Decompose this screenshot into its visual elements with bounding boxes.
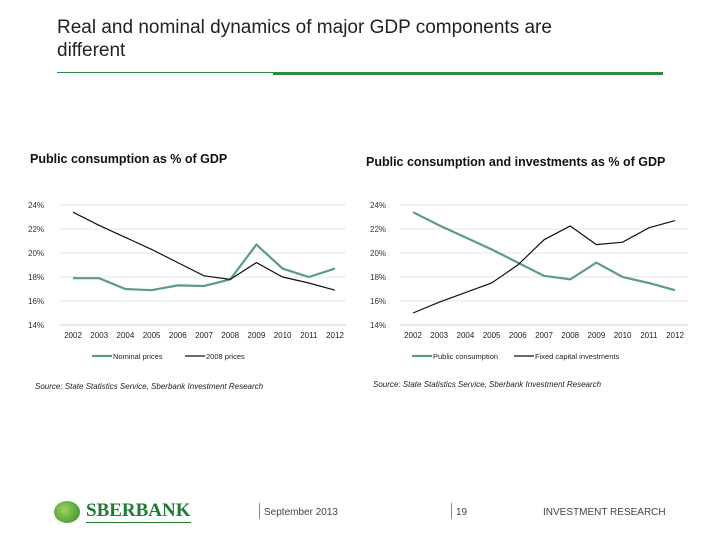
x-tick-label: 2003 — [430, 331, 448, 340]
series-line-nominal-prices — [73, 242, 336, 292]
y-tick-label: 16% — [28, 297, 44, 306]
title-divider-thin — [57, 72, 273, 73]
title-divider-thick — [273, 72, 663, 75]
x-tick-label: 2012 — [666, 331, 684, 340]
x-tick-label: 2005 — [483, 331, 501, 340]
footer-separator — [451, 503, 452, 519]
series-line-2008-prices — [72, 211, 336, 291]
y-tick-label: 16% — [370, 297, 386, 306]
chart-title-right: Public consumption and investments as % … — [366, 155, 666, 169]
y-tick-label: 14% — [28, 321, 44, 330]
x-tick-label: 2011 — [300, 331, 318, 340]
x-tick-label: 2010 — [274, 331, 292, 340]
sberbank-logo-text: SBERBANK — [86, 500, 191, 523]
x-tick-label: 2007 — [535, 331, 553, 340]
x-tick-label: 2006 — [169, 331, 187, 340]
y-tick-label: 14% — [370, 321, 386, 330]
x-tick-label: 2005 — [143, 331, 161, 340]
x-tick-label: 2002 — [64, 331, 82, 340]
x-tick-label: 2008 — [561, 331, 579, 340]
y-tick-label: 20% — [370, 249, 386, 258]
x-tick-label: 2002 — [404, 331, 422, 340]
x-tick-label: 2008 — [221, 331, 239, 340]
x-tick-label: 2012 — [326, 331, 344, 340]
x-tick-label: 2009 — [248, 331, 266, 340]
x-tick-label: 2004 — [117, 331, 135, 340]
x-tick-label: 2003 — [90, 331, 108, 340]
x-tick-label: 2011 — [640, 331, 658, 340]
y-tick-label: 24% — [370, 201, 386, 210]
footer-label: INVESTMENT RESEARCH — [543, 507, 666, 518]
page-number: 19 — [456, 507, 468, 518]
page-title: Real and nominal dynamics of major GDP c… — [57, 17, 552, 61]
source-left: Source: State Statistics Service, Sberba… — [35, 382, 264, 391]
y-tick-label: 22% — [370, 225, 386, 234]
legend-label: Fixed capital investments — [535, 352, 619, 361]
series-line-fixed-capital-investments — [412, 220, 676, 314]
x-tick-label: 2007 — [195, 331, 213, 340]
x-tick-label: 2006 — [509, 331, 527, 340]
series-line-public-consumption — [412, 211, 676, 292]
sberbank-logo: SBERBANK — [54, 500, 191, 523]
y-tick-label: 20% — [28, 249, 44, 258]
x-tick-label: 2004 — [457, 331, 475, 340]
chart-title-left: Public consumption as % of GDP — [30, 152, 228, 166]
footer-separator — [259, 503, 260, 519]
sberbank-logo-icon — [54, 500, 80, 523]
x-tick-label: 2009 — [588, 331, 606, 340]
footer-date: September 2013 — [264, 507, 338, 518]
y-tick-label: 18% — [370, 273, 386, 282]
source-right: Source: State Statistics Service, Sberba… — [373, 380, 602, 389]
y-tick-label: 22% — [28, 225, 44, 234]
y-tick-label: 24% — [28, 201, 44, 210]
legend-label: 2008 prices — [206, 352, 245, 361]
x-tick-label: 2010 — [614, 331, 632, 340]
legend-label: Public consumption — [433, 352, 498, 361]
legend-label: Nominal prices — [113, 352, 163, 361]
y-tick-label: 18% — [28, 273, 44, 282]
